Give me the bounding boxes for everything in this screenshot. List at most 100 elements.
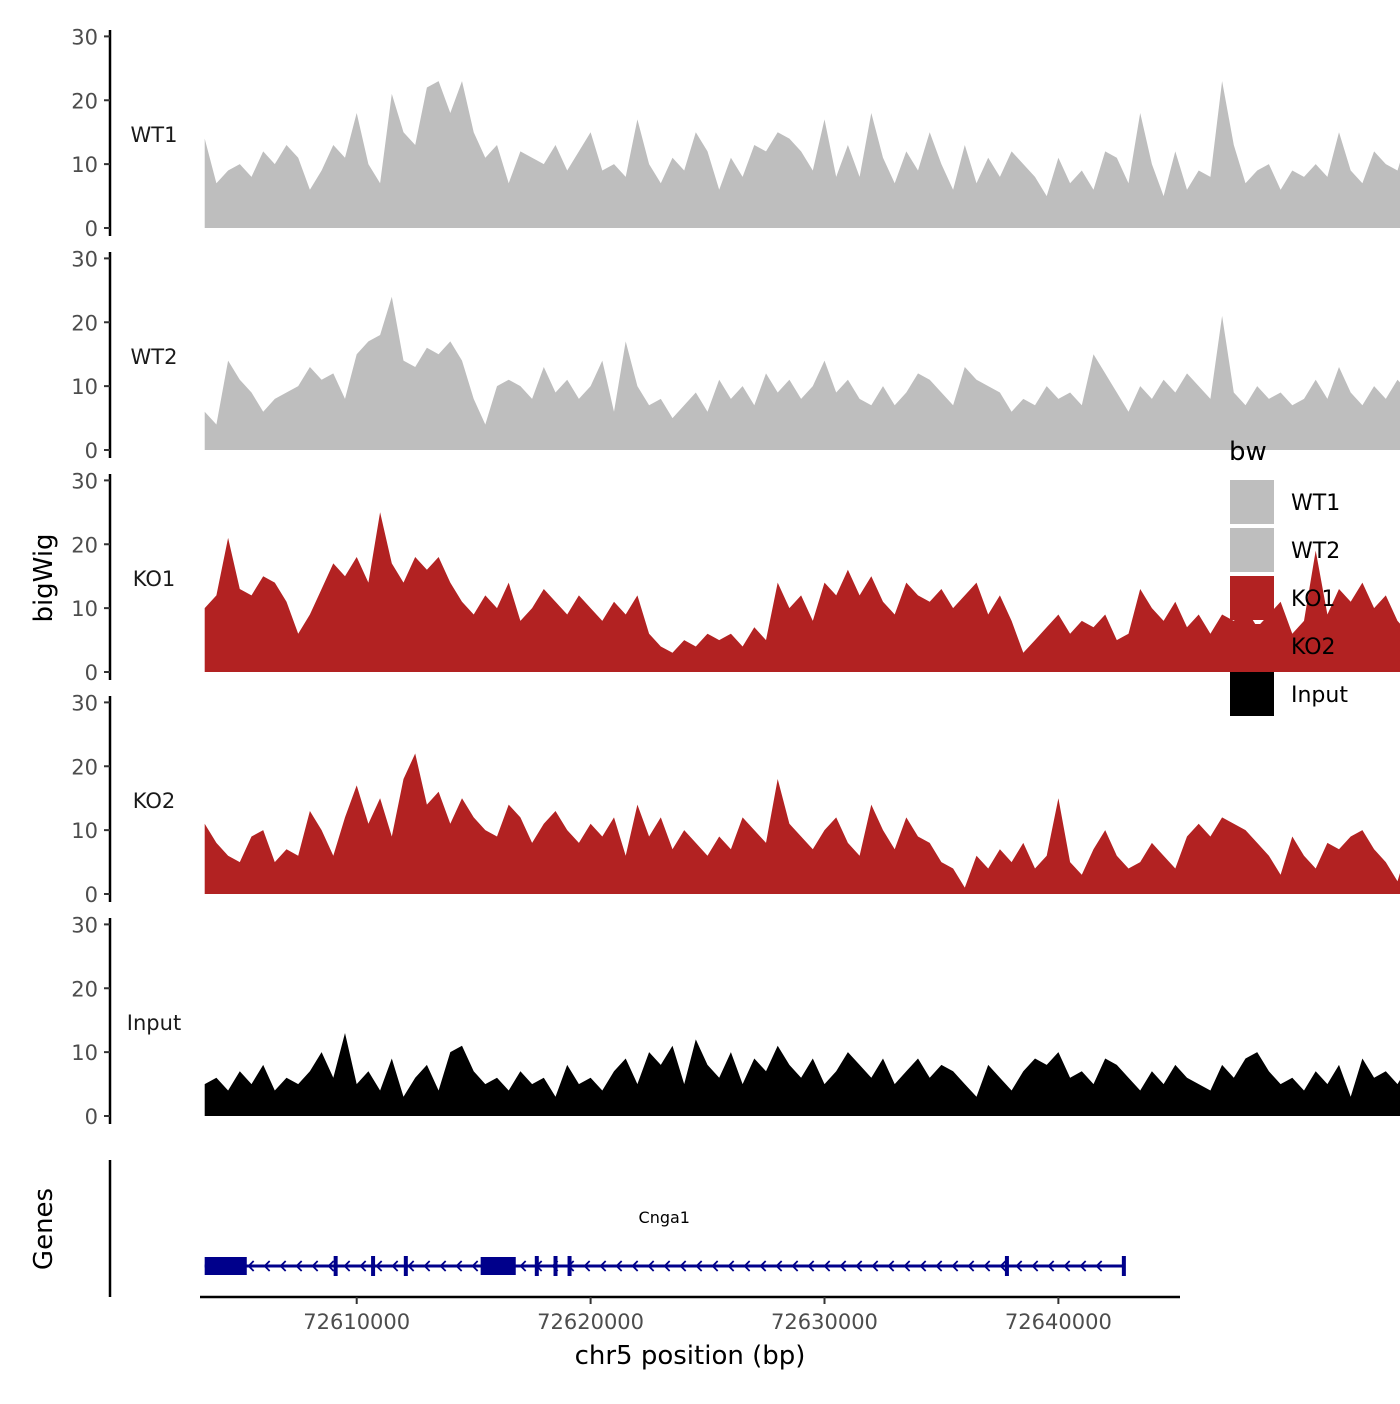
area-ko2 [204, 753, 1400, 894]
strand-arrow [871, 1260, 879, 1272]
x-tick-label: 72610000 [303, 1310, 410, 1334]
legend-label-ko2: KO2 [1291, 635, 1336, 660]
legend-swatch-ko2 [1230, 624, 1274, 668]
y-tick-label: 30 [71, 691, 98, 715]
area-wt1 [204, 81, 1400, 228]
gene-panel: Cnga1 [108, 1160, 1126, 1297]
strand-arrow [743, 1260, 751, 1272]
strand-arrow [695, 1260, 703, 1272]
strand-arrow [263, 1260, 271, 1272]
strand-arrow [711, 1260, 719, 1272]
strand-arrow [311, 1260, 319, 1272]
strand-arrow [999, 1260, 1007, 1272]
y-tick-label: 30 [71, 913, 98, 937]
x-tick-label: 72620000 [537, 1310, 644, 1334]
gene-exon [1121, 1256, 1126, 1276]
legend-label-ko1: KO1 [1291, 587, 1336, 612]
gene-exon-thick [204, 1257, 247, 1275]
strand-arrow [951, 1260, 959, 1272]
strand-arrow [631, 1260, 639, 1272]
strand-arrow [839, 1260, 847, 1272]
strand-arrow [423, 1260, 431, 1272]
strand-arrow [1079, 1260, 1087, 1272]
y-axis-title: bigWig [29, 533, 59, 622]
x-axis-title: chr5 position (bp) [575, 1341, 806, 1371]
y-tick-label: 0 [85, 883, 98, 907]
strand-arrow [407, 1260, 415, 1272]
y-tick-label: 30 [71, 469, 98, 493]
gene-exon-thick [480, 1257, 516, 1275]
y-tick-label: 30 [71, 25, 98, 49]
track-label-ko1: KO1 [133, 567, 176, 591]
gene-exon [1004, 1256, 1009, 1276]
strand-arrow [775, 1260, 783, 1272]
strand-arrow [855, 1260, 863, 1272]
legend: bw WT1 WT2 KO1 KO2 Input [1229, 437, 1348, 716]
strand-arrow [663, 1260, 671, 1272]
track-input: 0 10 20 30 Input [71, 913, 1400, 1129]
track-wt1: 0 10 20 30 WT1 [71, 25, 1400, 241]
strand-arrow [759, 1260, 767, 1272]
y-tick-label: 10 [71, 1041, 98, 1065]
y-tick-label: 10 [71, 819, 98, 843]
strand-arrow [327, 1260, 335, 1272]
track-label-ko2: KO2 [133, 789, 176, 813]
track-panels: 0 10 20 30 WT1 0 10 20 30 WT2 0 10 20 30 KO1 0 10 20 30 KO2… [71, 25, 1400, 1129]
legend-label-wt1: WT1 [1291, 491, 1340, 516]
strand-arrow [727, 1260, 735, 1272]
strand-arrow [359, 1260, 367, 1272]
strand-arrow [887, 1260, 895, 1272]
legend-swatch-ko1 [1230, 576, 1274, 620]
strand-arrow [823, 1260, 831, 1272]
legend-swatch-wt2 [1230, 528, 1274, 572]
y-tick-label: 10 [71, 375, 98, 399]
y-tick-label: 10 [71, 153, 98, 177]
strand-arrow [599, 1260, 607, 1272]
y-tick-label: 20 [71, 533, 98, 557]
strand-arrow [791, 1260, 799, 1272]
track-label-wt2: WT2 [131, 345, 178, 369]
strand-arrow [247, 1260, 255, 1272]
gene-exon [333, 1256, 338, 1276]
legend-label-input: Input [1291, 683, 1348, 708]
strand-arrow [391, 1260, 399, 1272]
strand-arrow [519, 1260, 527, 1272]
gene-exon [371, 1256, 376, 1276]
strand-arrow [1047, 1260, 1055, 1272]
legend-title: bw [1229, 437, 1267, 467]
x-axis: 72610000 72620000 72630000 72640000 [200, 1295, 1180, 1334]
strand-arrow [455, 1260, 463, 1272]
y-tick-label: 0 [85, 1105, 98, 1129]
area-ko1 [204, 512, 1400, 672]
strand-arrow [375, 1260, 383, 1272]
legend-swatch-wt1 [1230, 480, 1274, 524]
gene-panel-title: Genes [29, 1188, 59, 1270]
strand-arrow [807, 1260, 815, 1272]
track-ko2: 0 10 20 30 KO2 [71, 691, 1400, 907]
gene-exon [403, 1256, 408, 1276]
y-tick-label: 20 [71, 89, 98, 113]
legend-swatch-input [1230, 672, 1274, 716]
strand-arrow [967, 1260, 975, 1272]
y-tick-label: 20 [71, 311, 98, 335]
strand-arrow [1063, 1260, 1071, 1272]
strand-arrow [919, 1260, 927, 1272]
legend-label-wt2: WT2 [1291, 539, 1340, 564]
strand-arrow [647, 1260, 655, 1272]
strand-arrow [439, 1260, 447, 1272]
strand-arrow [279, 1260, 287, 1272]
y-tick-label: 0 [85, 661, 98, 685]
strand-arrow [471, 1260, 479, 1272]
gene-exon [534, 1256, 539, 1276]
y-tick-label: 20 [71, 755, 98, 779]
y-tick-label: 30 [71, 247, 98, 271]
x-tick-label: 72630000 [771, 1310, 878, 1334]
track-wt2: 0 10 20 30 WT2 [71, 247, 1400, 463]
track-label-input: Input [127, 1011, 181, 1035]
strand-arrow [935, 1260, 943, 1272]
x-tick-label: 72640000 [1005, 1310, 1112, 1334]
track-label-wt1: WT1 [131, 123, 178, 147]
strand-arrow [1015, 1260, 1023, 1272]
